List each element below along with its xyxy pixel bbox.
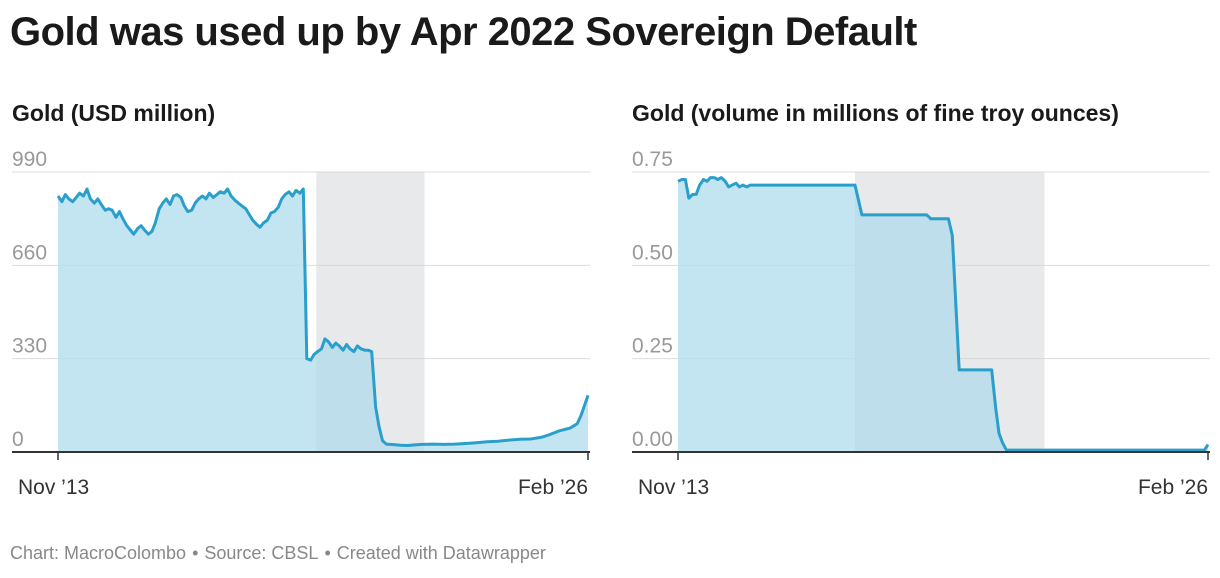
highlight-overlay xyxy=(316,172,425,452)
series-area xyxy=(58,189,588,452)
y-tick-label: 660 xyxy=(12,241,47,264)
y-tick-label: 330 xyxy=(12,335,47,358)
x-tick-label: Feb ’26 xyxy=(518,476,588,499)
x-tick-label: Nov ’13 xyxy=(18,476,89,499)
right-chart-panel: Gold (volume in millions of fine troy ou… xyxy=(620,100,1220,510)
left-chart-title: Gold (USD million) xyxy=(12,100,216,126)
right-chart-svg: 0.00 0.25 0.50 0.75 Nov ’13 Feb ’26 xyxy=(632,148,1210,499)
x-tick-label: Feb ’26 xyxy=(1138,476,1208,499)
series-area xyxy=(678,177,1208,452)
left-chart-svg: 0 330 660 990 Nov ’13 Feb ’26 xyxy=(12,148,590,499)
y-tick-label: 0.75 xyxy=(632,148,673,171)
footer: Chart: MacroColombo • Source: CBSL • Created… xyxy=(10,543,546,564)
chart-title: Gold was used up by Apr 2022 Sovereign D… xyxy=(10,10,917,54)
left-chart-panel: Gold (USD million) 0 330 660 990 Nov ’13 Feb … xyxy=(0,100,600,510)
x-tick-label: Nov ’13 xyxy=(638,476,709,499)
series-line xyxy=(56,187,590,447)
footer-separator: • xyxy=(324,543,331,563)
y-tick-label: 0.00 xyxy=(632,428,673,451)
series-line xyxy=(677,176,1210,452)
y-tick-label: 0.50 xyxy=(632,241,673,264)
footer-separator: • xyxy=(192,543,199,563)
y-tick-label: 0.25 xyxy=(632,335,673,358)
y-tick-label: 0 xyxy=(12,428,24,451)
chart-credit: Chart: MacroColombo xyxy=(10,543,187,563)
right-chart-title: Gold (volume in millions of fine troy ou… xyxy=(632,100,1119,126)
created-with-credit: Created with Datawrapper xyxy=(336,543,546,563)
source-credit: Source: CBSL xyxy=(204,543,319,563)
y-tick-label: 990 xyxy=(12,148,47,171)
